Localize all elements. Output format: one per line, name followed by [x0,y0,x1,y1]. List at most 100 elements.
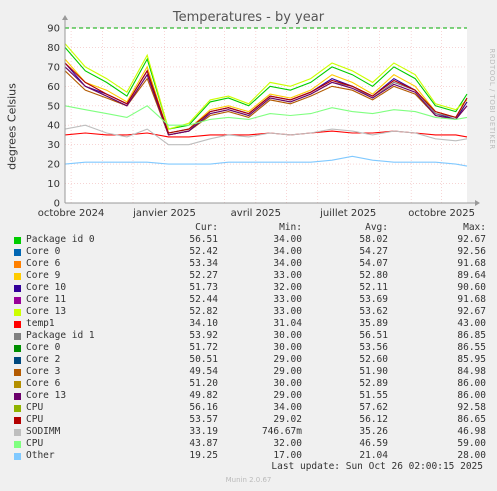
legend-cur: 52.44 [189,294,218,305]
legend-row: CPU 53.57 29.02 56.12 86.65 [14,414,494,426]
legend-name: Core 9 [26,270,61,281]
legend-avg: 21.04 [359,450,388,461]
legend-min: 34.00 [273,234,302,245]
legend-name: CPU [26,438,44,449]
header-avg: Avg: [365,222,388,233]
legend-row: CPU 43.87 32.00 46.59 59.00 [14,438,494,450]
munin-version: Munin 2.0.67 [225,476,272,484]
x-tick-label: janvier 2025 [132,208,196,219]
legend-avg: 58.02 [359,234,388,245]
legend-max: 86.65 [457,414,486,425]
legend-swatch [14,429,21,436]
legend-max: 28.00 [457,450,486,461]
legend-name: Package id 1 [26,330,95,341]
legend-cur: 33.19 [189,426,218,437]
legend-swatch [14,309,21,316]
legend-row: Other 19.25 17.00 21.04 28.00 [14,450,494,462]
legend-cur: 19.25 [189,450,218,461]
header-cur: Cur: [195,222,218,233]
legend-avg: 51.90 [359,366,388,377]
legend-cur: 53.92 [189,330,218,341]
legend-row: Package id 0 56.51 34.00 58.02 92.67 [14,234,494,246]
legend-row: Core 11 52.44 33.00 53.69 91.68 [14,294,494,306]
series-line [64,47,468,130]
legend-max: 86.00 [457,378,486,389]
legend-row: Package id 1 53.92 30.00 56.51 86.85 [14,330,494,342]
series-line [64,66,468,136]
legend-cur: 49.54 [189,366,218,377]
legend-min: 32.00 [273,282,302,293]
legend-row: CPU 56.16 34.00 57.62 92.58 [14,402,494,414]
legend-min: 29.00 [273,366,302,377]
legend-max: 92.67 [457,234,486,245]
legend-avg: 46.59 [359,438,388,449]
legend-cur: 51.73 [189,282,218,293]
y-tick-label: 90 [47,24,60,35]
legend-row: Core 6 51.20 30.00 52.89 86.00 [14,378,494,390]
legend-min: 746.67m [261,426,302,437]
legend-avg: 54.27 [359,246,388,257]
legend-row: Core 6 53.34 34.00 54.07 91.68 [14,258,494,270]
legend-max: 89.64 [457,270,486,281]
legend-min: 29.00 [273,390,302,401]
last-update: Last update: Sun Oct 26 02:00:15 2025 [271,461,483,472]
legend-avg: 52.89 [359,378,388,389]
legend-cur: 56.51 [189,234,218,245]
legend-swatch [14,237,21,244]
series-line [64,124,468,146]
legend-avg: 51.55 [359,390,388,401]
legend-min: 30.00 [273,378,302,389]
temperature-chart: 0 10 20 30 40 50 60 70 80 90 octobre 2024 janvier 2… [38,15,480,219]
legend-avg: 53.62 [359,306,388,317]
legend-avg: 35.89 [359,318,388,329]
legend-name: Core 6 [26,258,61,269]
legend-cur: 53.34 [189,258,218,269]
series-line [64,62,468,134]
legend-min: 29.02 [273,414,302,425]
legend-swatch [14,297,21,304]
legend-row: Core 13 49.82 29.00 51.55 86.00 [14,390,494,402]
series-line [64,43,468,130]
legend-min: 29.00 [273,354,302,365]
x-tick-label: juillet 2025 [319,208,376,219]
legend-avg: 53.69 [359,294,388,305]
legend-swatch [14,345,21,352]
legend-max: 86.85 [457,330,486,341]
legend-avg: 53.56 [359,342,388,353]
legend-swatch [14,285,21,292]
legend-min: 30.00 [273,342,302,353]
legend-swatch [14,441,21,448]
legend-row: SODIMM 33.19 746.67m 35.26 46.98 [14,426,494,438]
legend-max: 92.56 [457,246,486,257]
y-tick-label: 70 [47,62,60,73]
legend-swatch [14,333,21,340]
legend-name: Core 11 [26,294,67,305]
legend-min: 32.00 [273,438,302,449]
series-line [64,155,468,167]
header-min: Min: [279,222,302,233]
legend-avg: 52.80 [359,270,388,281]
y-tick-label: 40 [47,121,60,132]
legend-swatch [14,381,21,388]
legend-min: 30.00 [273,330,302,341]
legend-avg: 56.12 [359,414,388,425]
legend-header: Cur: Min: Avg: Max: [14,222,494,234]
legend-name: Core 2 [26,354,61,365]
legend-max: 86.55 [457,342,486,353]
legend-row: temp1 34.10 31.04 35.89 43.00 [14,318,494,330]
legend-cur: 52.27 [189,270,218,281]
series-line [64,105,468,126]
legend-name: Core 6 [26,378,61,389]
legend-cur: 52.42 [189,246,218,257]
y-tick-label: 60 [47,82,60,93]
legend-avg: 52.11 [359,282,388,293]
legend-max: 90.60 [457,282,486,293]
legend-cur: 51.20 [189,378,218,389]
legend-min: 33.00 [273,306,302,317]
legend-row: Core 10 51.73 32.00 52.11 90.60 [14,282,494,294]
legend-min: 31.04 [273,318,302,329]
legend-swatch [14,273,21,280]
legend-max: 43.00 [457,318,486,329]
legend-max: 85.95 [457,354,486,365]
legend-avg: 52.60 [359,354,388,365]
